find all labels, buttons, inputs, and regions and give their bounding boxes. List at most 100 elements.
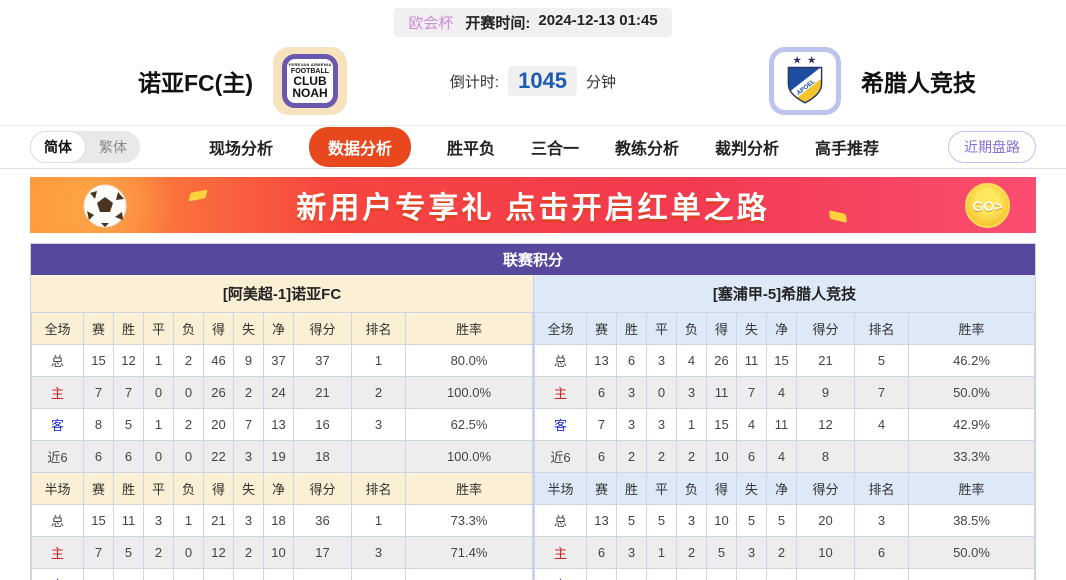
stat-cell: 3	[616, 408, 647, 441]
stat-cell: 36	[293, 504, 352, 537]
table-row: 客861191819175.0%	[31, 568, 533, 580]
stat-cell: 5	[706, 536, 737, 569]
stat-cell: 16	[293, 408, 352, 441]
stat-cell: 3	[766, 568, 797, 580]
column-header-cell: 赛	[586, 472, 617, 505]
nav-item-data-analysis[interactable]: 数据分析	[308, 127, 411, 167]
column-header-row: 半场赛胜平负得失净得分 排名 胜率	[534, 472, 1035, 505]
lang-traditional-button[interactable]: 繁体	[99, 139, 127, 155]
home-stats-table: 全场赛胜平负得失净得分 排名 胜率总 15 12 1 2 46 9 37 37 1 80.0% 主 7 7 0 0…	[31, 312, 533, 580]
league-points-table: 联赛积分 [阿美超-1]诺亚FC 全场赛胜平负得失净得分 排名 胜率总 15 12 1 2 4…	[30, 243, 1036, 580]
stat-cell: 11	[736, 344, 767, 377]
stat-cell: 2	[766, 536, 797, 569]
recent-trends-button[interactable]: 近期盘路	[947, 131, 1036, 163]
row-label: 近6	[534, 440, 587, 473]
table-row: 近6 6 6 0 0 22 3 19 18 100.0%	[31, 440, 533, 473]
stat-cell: 75.0%	[405, 568, 533, 580]
stat-cell: 18	[263, 504, 294, 537]
stat-cell: 3	[143, 504, 174, 537]
stat-cell: 15	[83, 344, 114, 377]
away-stats-body: 全场赛胜平负得失净得分 排名 胜率总 13 6 3 4 26 11 15 21 5 46.2% 主 6 3 0 3…	[534, 312, 1035, 580]
column-header-cell: 平	[143, 472, 174, 505]
row-label: 总	[31, 344, 84, 377]
stat-cell: 3	[854, 504, 909, 537]
stat-cell: 2	[173, 344, 204, 377]
column-header-cell: 胜率	[908, 312, 1035, 345]
nav-item-live-analysis[interactable]: 现场分析	[208, 141, 273, 158]
row-label: 全场	[534, 312, 587, 345]
lang-simplified-button[interactable]: 简体	[30, 131, 86, 163]
stat-cell: 9	[203, 568, 234, 580]
row-label: 主	[534, 536, 587, 569]
stat-cell: 6	[586, 440, 617, 473]
column-header-cell: 失	[736, 312, 767, 345]
row-label: 主	[534, 376, 587, 409]
column-header-cell: 胜率	[405, 472, 533, 505]
row-label: 总	[534, 344, 587, 377]
table-row: 客724152310328.6%	[534, 568, 1035, 580]
stat-cell: 13	[586, 344, 617, 377]
stat-cell: 1	[351, 344, 406, 377]
stat-cell: 0	[173, 440, 204, 473]
stat-cell: 100.0%	[405, 376, 533, 409]
row-label: 半场	[534, 472, 587, 505]
stat-cell: 6	[83, 440, 114, 473]
stat-cell: 1	[351, 568, 406, 580]
column-header-cell: 得分	[293, 312, 352, 345]
stat-cell: 10	[263, 536, 294, 569]
stat-cell: 26	[203, 376, 234, 409]
nav-item-expert-picks[interactable]: 高手推荐	[815, 141, 880, 158]
stat-cell: 3	[646, 408, 677, 441]
promo-banner[interactable]: 新用户专享礼 点击开启红单之路 GO>	[30, 177, 1036, 233]
stat-cell: 50.0%	[908, 536, 1035, 569]
home-team-logo-badge: YEREVAN ARMENIA FOOTBALL CLUB NOAH	[281, 54, 338, 108]
stat-cell: 10	[706, 440, 737, 473]
nav-item-coach-analysis[interactable]: 教练分析	[615, 141, 680, 158]
stat-cell: 46	[203, 344, 234, 377]
stat-cell: 10	[796, 536, 855, 569]
stat-cell: 1	[173, 504, 204, 537]
start-time-label: 开赛时间:	[465, 15, 531, 32]
svg-text:★: ★	[793, 55, 802, 66]
table-row: 客 7 3 3 1 15 4 11 12 4 42.9%	[534, 408, 1035, 441]
stat-cell: 15	[83, 504, 114, 537]
nav-item-three-in-one[interactable]: 三合一	[530, 141, 579, 158]
column-header-cell: 得	[706, 312, 737, 345]
column-header-cell: 得	[706, 472, 737, 505]
row-label: 客	[31, 568, 84, 580]
apoel-shield-icon: ★ ★ APOEL	[787, 55, 823, 104]
away-team-name: 希腊人竞技	[861, 70, 976, 96]
column-header-cell: 平	[646, 472, 677, 505]
stat-cell: 2	[676, 536, 707, 569]
column-header-cell: 胜率	[405, 312, 533, 345]
stat-cell: 7	[586, 568, 617, 580]
go-button[interactable]: GO>	[965, 183, 1010, 228]
language-toggle[interactable]: 简体 繁体	[30, 131, 140, 163]
stat-cell: 100.0%	[405, 440, 533, 473]
stat-cell: 6	[586, 536, 617, 569]
column-header-cell: 胜	[616, 312, 647, 345]
home-logo-line3: NOAH	[292, 86, 328, 100]
home-team-group: 诺亚FC(主) YEREVAN ARMENIA FOOTBALL CLUB NO…	[138, 47, 347, 115]
nav-item-referee-analysis[interactable]: 裁判分析	[715, 141, 780, 158]
stat-cell: 37	[263, 344, 294, 377]
stat-cell: 2	[233, 536, 264, 569]
column-header-cell: 胜	[113, 472, 144, 505]
nav-item-win-draw-lose[interactable]: 胜平负	[446, 141, 495, 158]
stat-cell: 5	[736, 504, 767, 537]
home-logo-line1: FOOTBALL	[290, 68, 330, 75]
stat-cell: 28.6%	[908, 568, 1035, 580]
column-header-cell: 得	[203, 312, 234, 345]
stat-cell: 62.5%	[405, 408, 533, 441]
start-time: 开赛时间: 2024-12-13 01:45	[465, 12, 657, 33]
stat-cell: 8	[796, 440, 855, 473]
stat-cell: 2	[736, 568, 767, 580]
banner-text: 新用户专享礼 点击开启红单之路	[296, 192, 770, 225]
stat-cell: 46.2%	[908, 344, 1035, 377]
stat-cell: 6	[586, 376, 617, 409]
svg-text:★: ★	[807, 55, 816, 66]
stat-cell: 5	[616, 504, 647, 537]
stat-cell: 7	[113, 376, 144, 409]
column-header-cell: 赛	[83, 472, 114, 505]
stat-cell: 38.5%	[908, 504, 1035, 537]
